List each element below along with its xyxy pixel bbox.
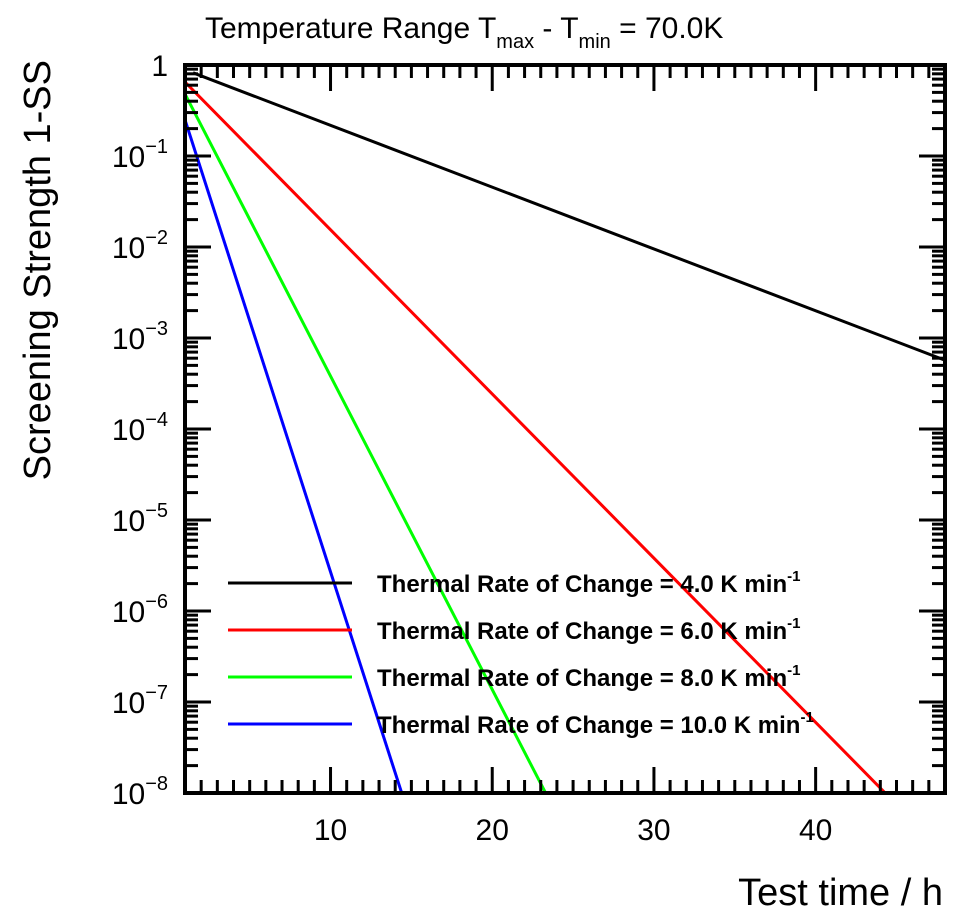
y-tick-label: 10−1 — [112, 136, 168, 174]
plot-frame — [183, 63, 947, 795]
legend: Thermal Rate of Change = 4.0 K min-1 Ther… — [228, 568, 814, 739]
legend-label-2: Thermal Rate of Change = 6.0 K min-1 — [377, 615, 800, 645]
y-tick-label: 10−6 — [112, 591, 168, 629]
y-tick-label: 10−3 — [112, 318, 168, 356]
y-tick-label: 10−2 — [112, 227, 168, 265]
y-tick-label: 10−8 — [112, 773, 168, 811]
y-tick-label: 10−4 — [112, 409, 168, 447]
chart-title: Temperature Range Tmax - Tmin = 70.0K — [205, 12, 723, 53]
series-line-3 — [185, 93, 547, 793]
y-tick-labels: 1 10−1 10−2 10−3 10−4 10−5 10−6 10−7 10−8 — [112, 50, 168, 811]
x-tick-labels: 10 20 30 40 — [314, 814, 832, 847]
x-tick-label: 10 — [314, 814, 347, 847]
x-tick-label: 40 — [799, 814, 832, 847]
y-axis-label: Screening Strength 1-SS — [17, 60, 59, 480]
y-tick-label: 1 — [151, 50, 168, 83]
x-tick-label: 20 — [476, 814, 509, 847]
series-line-4 — [185, 119, 404, 793]
legend-label-1: Thermal Rate of Change = 4.0 K min-1 — [377, 568, 800, 598]
legend-label-3: Thermal Rate of Change = 8.0 K min-1 — [377, 662, 800, 692]
y-tick-label: 10−5 — [112, 500, 168, 538]
plot-area — [183, 63, 947, 795]
series-line-1 — [192, 71, 945, 362]
legend-label-4: Thermal Rate of Change = 10.0 K min-1 — [377, 709, 814, 739]
y-tick-label: 10−7 — [112, 682, 168, 720]
x-axis-label: Test time / h — [738, 872, 943, 914]
series-lines — [185, 71, 945, 793]
x-tick-label: 30 — [637, 814, 670, 847]
series-line-2 — [185, 80, 887, 793]
